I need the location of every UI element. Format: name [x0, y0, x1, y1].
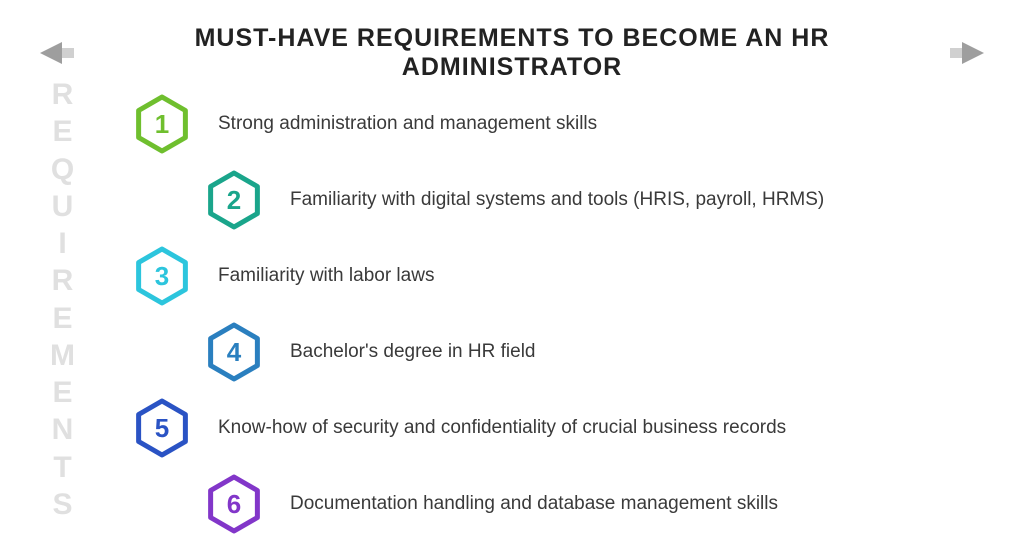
requirement-text: Bachelor's degree in HR field — [290, 341, 535, 363]
hexagon-badge: 4 — [202, 320, 266, 384]
vertical-label-letter: S — [52, 490, 74, 520]
hexagon-number: 1 — [130, 92, 194, 156]
requirement-row: 5 Know-how of security and confidentialit… — [130, 390, 990, 466]
hexagon-badge: 1 — [130, 92, 194, 156]
requirement-row: 3 Familiarity with labor laws — [130, 238, 990, 314]
requirement-text: Strong administration and management ski… — [218, 113, 597, 135]
vertical-label-letter: I — [58, 229, 68, 259]
hexagon-badge: 2 — [202, 168, 266, 232]
requirement-text: Familiarity with digital systems and too… — [290, 189, 824, 211]
vertical-label-letter: E — [52, 117, 74, 147]
requirement-row: 2 Familiarity with digital systems and to… — [130, 162, 990, 238]
requirement-row: 4 Bachelor's degree in HR field — [130, 314, 990, 390]
vertical-label-letter: E — [52, 304, 74, 334]
hexagon-badge: 5 — [130, 396, 194, 460]
vertical-label-letter: R — [52, 80, 76, 110]
vertical-label-letter: T — [53, 453, 73, 483]
vertical-label-letter: R — [52, 266, 76, 296]
hexagon-number: 3 — [130, 244, 194, 308]
requirement-text: Know-how of security and confidentiality… — [218, 417, 786, 439]
arrow-right-icon — [950, 42, 984, 64]
hexagon-badge: 3 — [130, 244, 194, 308]
page-title: MUST-HAVE REQUIREMENTS TO BECOME AN HR A… — [90, 24, 934, 82]
requirement-text: Documentation handling and database mana… — [290, 493, 778, 515]
vertical-label-letter: Q — [51, 155, 76, 185]
vertical-label-letter: E — [52, 378, 74, 408]
requirement-text: Familiarity with labor laws — [218, 265, 434, 287]
hexagon-number: 2 — [202, 168, 266, 232]
requirement-row: 6 Documentation handling and database man… — [130, 466, 990, 542]
vertical-label-letter: U — [52, 192, 76, 222]
requirements-list: 1 Strong administration and management sk… — [130, 86, 990, 542]
vertical-label-letter: M — [50, 341, 77, 371]
hexagon-number: 4 — [202, 320, 266, 384]
hexagon-number: 6 — [202, 472, 266, 536]
vertical-label: REQUIREMENTS — [50, 80, 77, 520]
vertical-label-letter: N — [52, 415, 76, 445]
requirement-row: 1 Strong administration and management sk… — [130, 86, 990, 162]
hexagon-badge: 6 — [202, 472, 266, 536]
arrow-left-icon — [40, 42, 74, 64]
hexagon-number: 5 — [130, 396, 194, 460]
